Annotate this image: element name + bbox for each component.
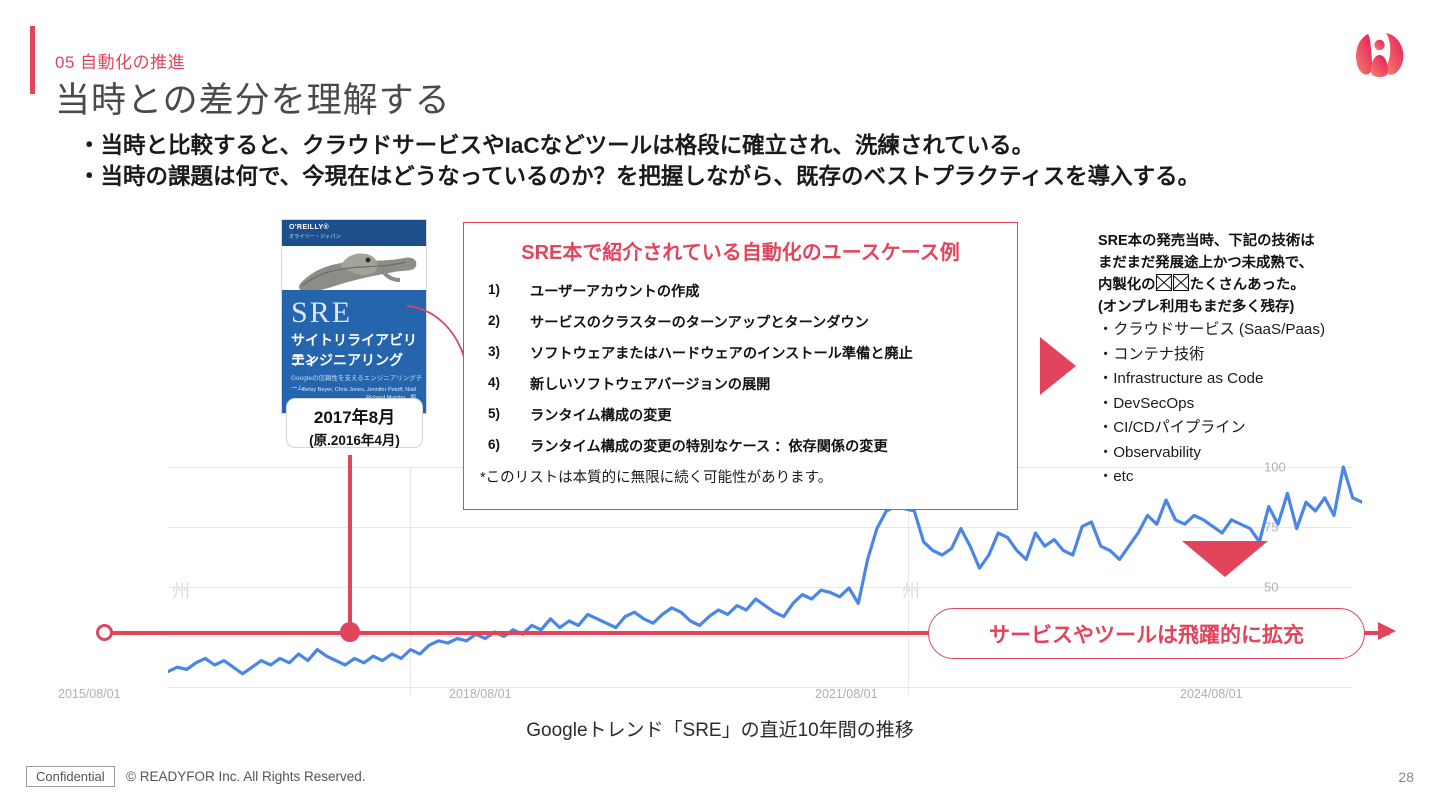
gridline-vertical [410,467,411,695]
header-accent-bar [30,26,35,94]
expansion-callout-label: サービスやツールは飛躍的に拡充 [989,623,1304,647]
right-heading-line: まだまだ発展途上かつ未成熟で、 [1098,254,1313,271]
book-title-band [282,290,426,413]
copyright-text: © READYFOR Inc. All Rights Reserved. [126,769,366,784]
right-list-item: ・Observability [1098,443,1201,461]
bullet-item: ・当時と比較すると、クラウドサービスやIaCなどツールは格段に確立され、洗練され… [78,133,1035,158]
chart-watermark: 州 [902,581,920,601]
axis-baseline [168,687,1352,688]
right-panel: SRE本の発売当時、下記の技術は まだまだ発展途上かつ未成熟で、 内製化の たくさ… [1098,231,1388,490]
usecase-number: 2) [488,313,501,328]
usecase-item: ソフトウェアまたはハードウェアのインストール準備と廃止 [530,346,913,362]
usecase-number: 3) [488,344,501,359]
x-tick-label: 2021/08/01 [815,687,878,701]
usecase-number: 1) [488,282,501,297]
y-tick-label: 75 [1264,519,1279,535]
usecase-number: 4) [488,375,501,390]
y-tick-label: 50 [1264,579,1279,595]
usecase-note: *このリストは本質的に無限に続く可能性があります。 [480,470,833,486]
timeline-baseline [100,631,1390,635]
page-title: 当時との差分を理解する [55,81,451,120]
usecase-number: 6) [488,437,501,452]
chart-watermark: 州 [172,581,190,601]
right-heading-part-a: 内製化の [1098,277,1156,293]
chart-caption: Googleトレンド「SRE」の直近10年間の推移 [526,720,914,741]
usecase-item: ユーザーアカウントの作成 [530,284,700,300]
book-publisher-sub: オライリー・ジャパン [289,234,342,240]
gridline [168,636,1352,637]
book-release-date: 2017年8月 (原.2016年4月) [286,398,423,448]
usecase-item: サービスのクラスターのターンアップとターンダウン [530,315,869,331]
book-title-jp-1: サイトリライアビリティ [291,332,417,368]
bullet-list: ・当時と比較すると、クラウドサービスやIaCなどツールは格段に確立され、洗練され… [78,130,1418,192]
usecase-callout: SRE本で紹介されている自動化のユースケース例 1) ユーザーアカウントの作成 … [463,222,1018,510]
bullet-item: ・当時の課題は何で、今現在はどうなっているのか？を把握しながら、既存のベストプラ… [78,164,1201,189]
right-heading-line-missing-glyph: 内製化の たくさんあった。 [1098,274,1388,297]
right-heading-part-b: たくさんあった。 [1189,277,1305,293]
book-release-marker [340,622,360,642]
book-publisher-band [282,220,426,246]
right-list-item: ・etc [1098,468,1134,485]
timeline-start-marker [96,624,113,641]
right-heading-line: (オンプレ利用もまだ多く残存) [1098,298,1295,315]
x-tick-label: 2015/08/01 [58,687,121,701]
x-tick-label: 2018/08/01 [449,687,512,701]
down-arrow-icon [1182,541,1268,577]
book-title-jp-2: エンジニアリング [291,352,403,368]
usecase-item: ランタイム構成の変更の特別なケース ：依存関係の変更 [530,439,888,455]
right-arrow-icon [1040,337,1076,395]
usecase-item: 新しいソフトウェアバージョンの展開 [530,377,771,393]
book-release-date-sub: (原.2016年4月) [309,433,400,448]
gridline [168,527,1352,528]
right-list-item: ・DevSecOps [1098,394,1195,412]
usecase-title: SRE本で紹介されている自動化のユースケース例 [521,242,960,264]
sre-book-cover: O'REILLY® オライリー・ジャパン SRE サイトリライアビリティ エンジ… [281,219,427,414]
timeline-arrow-icon [1378,622,1396,640]
gridline [168,587,1352,588]
expansion-callout-pill: サービスやツールは飛躍的に拡充 [928,608,1365,659]
y-tick-label: 100 [1264,459,1286,475]
timeline-connector-stem [348,455,352,630]
trend-line [168,455,1362,695]
book-subtitle: Googleの信頼性を支えるエンジニアリングチーム [291,375,423,392]
confidential-badge: Confidential [26,766,115,787]
missing-glyph-icon [1173,274,1190,291]
usecase-item: ランタイム構成の変更 [530,408,672,424]
book-publisher-name: O'REILLY® [289,224,330,231]
usecase-number: 5) [488,406,501,421]
readyfor-logo [1356,33,1404,77]
gridline-vertical [908,467,909,695]
x-tick-label: 2024/08/01 [1180,687,1243,701]
header-eyebrow: 05 自動化の推進 [55,53,186,72]
book-title-en: SRE [291,296,353,329]
right-heading-line: SRE本の発売当時、下記の技術は [1098,233,1315,249]
page-number: 28 [1398,769,1414,785]
right-list-item: ・コンテナ技術 [1098,345,1205,363]
right-list-item: ・CI/CDパイプライン [1098,419,1246,436]
missing-glyph-icon [1156,274,1173,291]
right-list-item: ・クラウドサービス (SaaS/Paas) [1098,321,1326,338]
right-list-item: ・Infrastructure as Code [1098,370,1264,387]
book-release-date-main: 2017年8月 [313,408,396,427]
